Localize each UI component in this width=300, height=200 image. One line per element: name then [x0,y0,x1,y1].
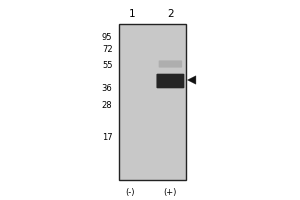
Text: 36: 36 [102,84,112,93]
Text: 55: 55 [102,61,112,70]
Text: 1: 1 [129,9,135,19]
Text: 28: 28 [102,100,112,110]
FancyBboxPatch shape [118,24,186,180]
Text: 2: 2 [168,9,174,19]
FancyBboxPatch shape [157,74,184,88]
Polygon shape [188,76,196,84]
Text: 72: 72 [102,45,112,53]
Text: 95: 95 [102,33,112,42]
Text: 17: 17 [102,132,112,142]
Text: (+): (+) [163,188,176,196]
Text: (-): (-) [126,188,135,196]
FancyBboxPatch shape [159,60,182,68]
